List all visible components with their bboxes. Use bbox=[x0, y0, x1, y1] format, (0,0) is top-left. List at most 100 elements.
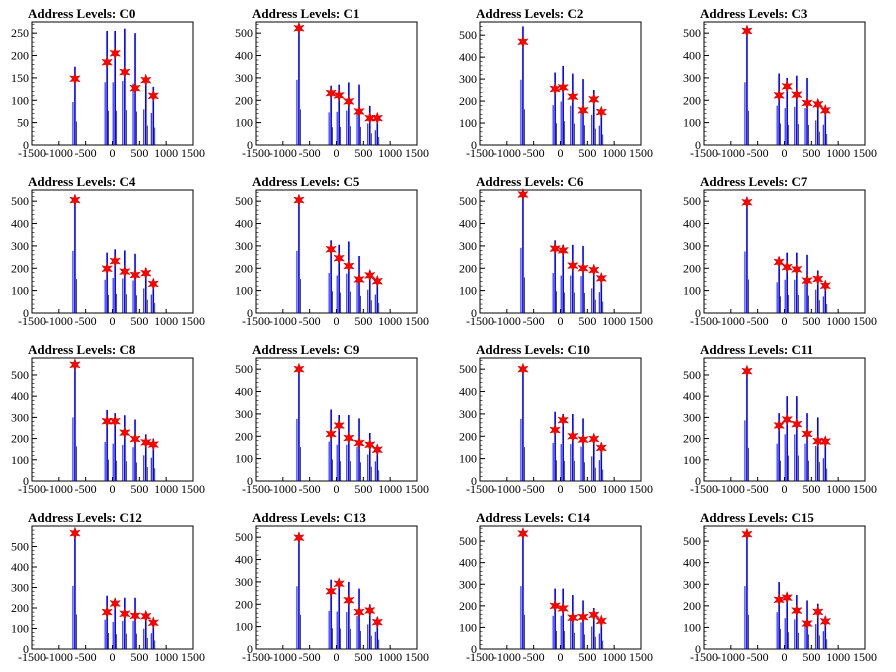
y-tick-label: 300 bbox=[459, 239, 477, 253]
x-tick-label: -1500 bbox=[690, 482, 718, 496]
y-tick-label: 400 bbox=[683, 49, 701, 63]
x-tick-label: -500 bbox=[75, 146, 97, 160]
peak-star-marker bbox=[741, 24, 753, 38]
peak-star-marker bbox=[517, 187, 529, 202]
chart-panel: Address Levels: C10 0 100 200 300 400 500 -1500… bbox=[448, 336, 672, 504]
y-tick-label: 0 bbox=[471, 642, 477, 656]
y-tick-label: 300 bbox=[235, 239, 253, 253]
x-tick-label: 1500 bbox=[181, 650, 205, 664]
peak-star-marker bbox=[333, 418, 345, 433]
peak-star-marker bbox=[781, 591, 793, 605]
y-tick-label: 500 bbox=[11, 368, 29, 382]
spike-group bbox=[72, 534, 77, 649]
x-tick-label: 0 bbox=[334, 482, 340, 496]
y-tick-label: 500 bbox=[683, 194, 701, 208]
spike-group bbox=[520, 534, 525, 649]
y-tick-label: 300 bbox=[235, 71, 253, 85]
x-tick-label: 1000 bbox=[602, 314, 626, 328]
spike-group bbox=[744, 201, 749, 313]
chart-panel: Address Levels: C12 0 100 200 300 400 500 -1500… bbox=[0, 504, 224, 672]
peak-star-marker bbox=[588, 432, 600, 446]
y-tick-label: 0 bbox=[23, 138, 29, 152]
peak-star-marker bbox=[741, 527, 753, 541]
x-tick-label: -500 bbox=[523, 482, 545, 496]
y-tick-label: 300 bbox=[683, 239, 701, 253]
x-tick-label: 1000 bbox=[826, 650, 850, 664]
chart-title: Address Levels: C15 bbox=[700, 510, 814, 525]
x-tick-label: 1000 bbox=[154, 146, 178, 160]
x-tick-label: 0 bbox=[110, 482, 116, 496]
chart-svg: Address Levels: C60100200300400500-1500-… bbox=[459, 174, 653, 328]
spike-group bbox=[776, 73, 781, 145]
chart-svg: Address Levels: C50100200300400500-1500-… bbox=[235, 174, 429, 328]
x-tick-label: 1000 bbox=[826, 146, 850, 160]
spike-group bbox=[296, 200, 301, 313]
peak-star-marker bbox=[773, 255, 785, 269]
y-tick-label: 500 bbox=[11, 194, 29, 208]
peak-star-marker bbox=[69, 193, 81, 207]
y-tick-label: 200 bbox=[459, 94, 477, 108]
x-tick-label: 500 bbox=[354, 650, 372, 664]
spike-group bbox=[356, 588, 361, 649]
y-tick-label: 200 bbox=[235, 261, 253, 275]
chart-panel: Address Levels: C11 0 100 200 300 400 500 -1500… bbox=[672, 336, 896, 504]
x-tick-label: 0 bbox=[110, 314, 116, 328]
x-tick-label: -1000 bbox=[493, 650, 521, 664]
x-tick-label: -500 bbox=[75, 482, 97, 496]
peak-star-marker bbox=[371, 615, 384, 629]
spike-group bbox=[104, 595, 109, 649]
peak-star-marker bbox=[325, 427, 337, 441]
y-tick-label: 100 bbox=[11, 93, 29, 107]
y-tick-label: 200 bbox=[11, 432, 29, 446]
x-tick-label: -1000 bbox=[269, 482, 297, 496]
plot-frame bbox=[255, 525, 418, 650]
x-tick-label: 1000 bbox=[826, 314, 850, 328]
peak-star-marker bbox=[577, 103, 589, 117]
y-tick-label: 500 bbox=[459, 362, 477, 376]
x-tick-label: 0 bbox=[110, 650, 116, 664]
x-tick-label: -1000 bbox=[269, 650, 297, 664]
x-tick-label: -1000 bbox=[45, 650, 73, 664]
peak-star-marker bbox=[371, 111, 384, 125]
peak-star-marker bbox=[325, 86, 337, 100]
y-tick-label: 250 bbox=[11, 26, 29, 40]
chart-title: Address Levels: C3 bbox=[700, 6, 808, 21]
peak-star-marker bbox=[812, 434, 824, 448]
y-tick-label: 500 bbox=[683, 534, 701, 548]
peak-star-marker bbox=[147, 616, 160, 630]
peak-star-marker bbox=[517, 35, 529, 49]
chart-svg: Address Levels: C13 0 100 200 300 400 500 -1500… bbox=[235, 510, 429, 664]
peak-star-marker bbox=[140, 609, 152, 623]
y-tick-label: 100 bbox=[235, 620, 253, 634]
x-tick-label: 1000 bbox=[154, 314, 178, 328]
peak-star-marker bbox=[293, 21, 305, 35]
peak-star-marker bbox=[791, 88, 803, 102]
peak-star-marker bbox=[129, 81, 141, 95]
y-tick-label: 0 bbox=[247, 642, 253, 656]
x-tick-label: 500 bbox=[130, 146, 148, 160]
peak-star-marker bbox=[517, 526, 529, 541]
x-tick-label: -1500 bbox=[242, 650, 270, 664]
peak-star-marker bbox=[325, 584, 337, 598]
x-tick-label: 1500 bbox=[629, 146, 653, 160]
peak-star-marker bbox=[741, 364, 753, 378]
chart-svg: Address Levels: C70100200300400500-1500-… bbox=[683, 174, 877, 328]
y-tick-label: 100 bbox=[459, 284, 477, 298]
chart-svg: Address Levels: C14 0 100 200 300 400 500 -1500… bbox=[459, 510, 653, 664]
chart-title: Address Levels: C5 bbox=[252, 174, 360, 189]
peak-star-marker bbox=[119, 426, 131, 440]
x-tick-label: 1000 bbox=[154, 650, 178, 664]
peak-star-marker bbox=[567, 429, 579, 443]
peak-star-marker bbox=[101, 262, 113, 276]
spike-group bbox=[776, 582, 781, 649]
x-tick-label: 1000 bbox=[154, 482, 178, 496]
x-tick-label: 0 bbox=[334, 314, 340, 328]
chart-title: Address Levels: C10 bbox=[476, 342, 590, 357]
spike-group bbox=[122, 250, 127, 313]
y-tick-label: 0 bbox=[471, 306, 477, 320]
y-tick-label: 300 bbox=[235, 407, 253, 421]
x-tick-label: 500 bbox=[578, 482, 596, 496]
peak-star-marker bbox=[577, 610, 589, 624]
peak-star-marker bbox=[109, 46, 121, 60]
x-tick-label: 0 bbox=[558, 482, 564, 496]
